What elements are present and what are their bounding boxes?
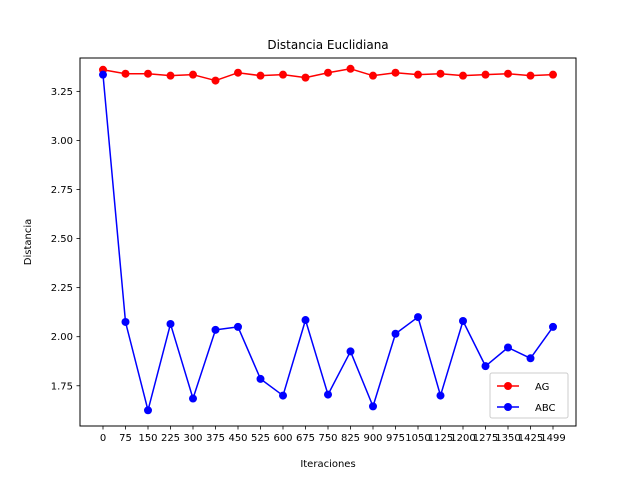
data-point-ag [324, 68, 332, 77]
data-point-ag [549, 70, 557, 79]
legend-box [489, 372, 569, 419]
y-tick-label: 3.25 [51, 87, 73, 98]
data-point-abc [189, 394, 197, 403]
data-point-ag [279, 70, 287, 79]
x-tick-label: 900 [363, 433, 382, 444]
data-point-abc [99, 70, 107, 79]
chart-title: Distancia Euclidiana [267, 38, 388, 52]
x-tick-label: 225 [161, 433, 180, 444]
y-tick-label: 1.75 [51, 381, 73, 392]
data-point-ag [211, 76, 220, 85]
data-point-abc [481, 362, 490, 371]
data-point-abc [346, 347, 355, 356]
data-point-abc [256, 374, 265, 383]
x-tick-label: 1350 [495, 433, 520, 444]
plot-frame [79, 57, 577, 427]
y-tick-label: 2.75 [51, 185, 73, 196]
legend-marker-ag [504, 382, 512, 390]
x-tick-label: 750 [318, 433, 337, 444]
data-point-ag [414, 70, 422, 79]
data-point-abc [301, 316, 310, 325]
data-point-ag [256, 71, 265, 80]
x-tick-label: 1125 [428, 433, 453, 444]
data-point-abc [504, 343, 512, 352]
data-point-ag [436, 69, 445, 78]
x-tick-label: 1425 [518, 433, 543, 444]
data-point-abc [549, 322, 557, 331]
data-point-ag [189, 70, 197, 79]
data-point-ag [526, 71, 535, 80]
x-tick-label: 450 [228, 433, 247, 444]
data-point-abc [144, 406, 152, 415]
data-point-abc [121, 317, 130, 326]
x-tick-label: 1275 [473, 433, 498, 444]
x-tick-label: 1200 [450, 433, 475, 444]
data-point-abc [436, 391, 445, 400]
y-axis: 1.75 2.00 2.25 2.50 2.75 3.00 3.25 [51, 87, 80, 392]
data-point-ag [459, 71, 467, 80]
data-point-ag [144, 69, 152, 78]
legend: AG ABC [489, 372, 569, 419]
y-tick-label: 2.00 [51, 332, 73, 343]
data-point-abc [324, 390, 332, 399]
data-point-ag [481, 70, 490, 79]
data-point-ag [346, 64, 355, 73]
data-point-abc [369, 402, 377, 411]
data-point-abc [211, 325, 220, 334]
x-tick-label: 675 [296, 433, 315, 444]
series-layer [99, 64, 557, 415]
legend-label-abc: ABC [535, 403, 556, 414]
data-point-abc [459, 316, 467, 325]
data-point-abc [526, 354, 535, 363]
x-tick-label: 375 [206, 433, 225, 444]
x-axis: 0 75 150 225 300 375 450 525 600 675 750 825 900 975 1… [100, 426, 566, 444]
legend-marker-abc [504, 403, 512, 411]
legend-label-ag: AG [535, 382, 549, 393]
data-point-abc [391, 329, 400, 338]
data-point-ag [166, 71, 175, 80]
x-tick-label: 300 [183, 433, 202, 444]
x-tick-label: 1499 [540, 433, 565, 444]
y-tick-label: 2.25 [51, 283, 73, 294]
x-tick-label: 975 [386, 433, 405, 444]
data-point-ag [121, 69, 130, 78]
data-point-abc [234, 322, 242, 331]
x-tick-label: 75 [119, 433, 132, 444]
data-point-abc [166, 319, 175, 328]
x-tick-label: 825 [341, 433, 360, 444]
data-point-ag [234, 68, 242, 77]
x-tick-label: 0 [100, 433, 106, 444]
x-axis-label: Iteraciones [300, 459, 355, 470]
y-tick-label: 2.50 [51, 234, 73, 245]
data-point-ag [504, 69, 512, 78]
data-point-ag [369, 71, 377, 80]
x-tick-label: 525 [251, 433, 270, 444]
x-tick-label: 600 [273, 433, 292, 444]
x-tick-label: 1050 [405, 433, 430, 444]
data-point-ag [391, 68, 400, 77]
data-point-abc [414, 313, 422, 322]
y-tick-label: 3.00 [51, 136, 73, 147]
y-axis-label: Distancia [23, 219, 34, 265]
x-tick-label: 150 [138, 433, 157, 444]
data-point-abc [279, 391, 287, 400]
data-point-ag [301, 73, 310, 82]
